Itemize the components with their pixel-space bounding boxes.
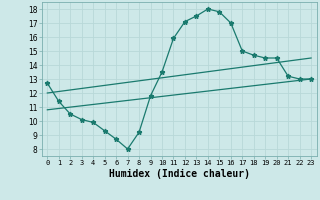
- X-axis label: Humidex (Indice chaleur): Humidex (Indice chaleur): [109, 169, 250, 179]
